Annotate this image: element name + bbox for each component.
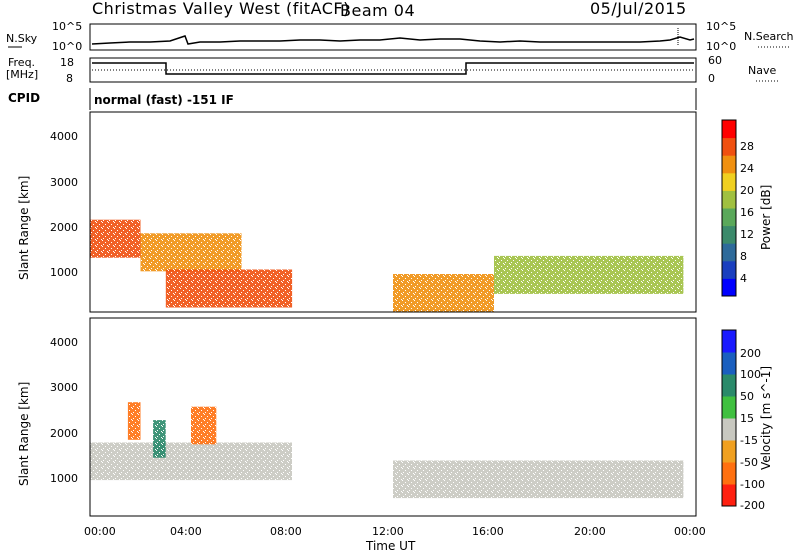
power-ylabel: Slant Range [km] (17, 176, 31, 280)
velocity-colorbar-swatch-5 (722, 374, 736, 397)
power-scale-title: Power [dB] (759, 185, 773, 250)
xtick-1600: 16:00 (472, 525, 504, 538)
velocity-colorbar-swatch-1 (722, 462, 736, 485)
velocity-tick-200: 200 (740, 347, 761, 360)
velocity-colorbar-swatch-3 (722, 418, 736, 441)
velocity-ylabel: Slant Range [km] (17, 382, 31, 486)
xtick-2400: 00:00 (674, 525, 706, 538)
nave-tick-top: 60 (708, 54, 722, 67)
velocity-y-axis: 4000 3000 2000 1000 Slant Range [km] (17, 336, 78, 486)
velocity-colorbar-swatch-2 (722, 440, 736, 463)
velocity-scale-title: Velocity [m s^-1] (759, 366, 773, 470)
power-ytick-4000: 4000 (50, 130, 78, 143)
date-label: 05/Jul/2015 (590, 0, 687, 18)
power-colorbar-swatch-4 (722, 208, 736, 227)
power-tick-12: 12 (740, 228, 754, 241)
power-panel-frame (89, 111, 697, 313)
freq-panel-frame (89, 57, 697, 83)
power-tick-24: 24 (740, 162, 754, 175)
velocity-ytick-1000: 1000 (50, 472, 78, 485)
nsearch-tick-top: 10^5 (706, 20, 736, 33)
power-ytick-3000: 3000 (50, 176, 78, 189)
freq-unit: [MHz] (6, 68, 38, 81)
power-tick-8: 8 (740, 250, 747, 263)
velocity-region-texture-2 (127, 402, 141, 440)
velocity-colorbar (722, 330, 736, 507)
power-colorbar-ticks: 28 24 20 16 12 8 4 Power [dB] (740, 140, 773, 285)
nsky-tick-bottom: 10^0 (52, 40, 82, 53)
velocity-colorbar-swatch-0 (722, 484, 736, 507)
power-region-texture-4 (494, 255, 684, 294)
power-colorbar-swatch-2 (722, 243, 736, 262)
velocity-colorbar-ticks: 200 100 50 15 -15 -50 -100 -200 Velocity… (740, 347, 773, 512)
power-colorbar-swatch-5 (722, 190, 736, 209)
freq-label: Freq. (8, 56, 35, 69)
velocity-panel-frame (89, 317, 697, 517)
velocity-tick-100: 100 (740, 368, 761, 381)
freq-tick-bottom: 8 (66, 72, 73, 85)
nsearch-label: N.Search (744, 30, 794, 43)
xtick-1200: 12:00 (372, 525, 404, 538)
x-axis: 00:00 04:00 08:00 12:00 16:00 20:00 00:0… (84, 525, 706, 553)
velocity-heatmap (90, 318, 696, 516)
power-y-axis: 4000 3000 2000 1000 Slant Range [km] (17, 130, 78, 280)
velocity-region-texture-4 (393, 460, 684, 499)
xtick-0000: 00:00 (84, 525, 116, 538)
power-colorbar-swatch-7 (722, 155, 736, 174)
velocity-ytick-4000: 4000 (50, 336, 78, 349)
power-region-texture-2 (165, 269, 293, 308)
velocity-region-texture-1 (153, 420, 166, 458)
velocity-ytick-3000: 3000 (50, 381, 78, 394)
power-colorbar (722, 120, 736, 297)
velocity-tick-m50: -50 (740, 456, 758, 469)
power-colorbar-swatch-0 (722, 278, 736, 297)
velocity-tick-m15: -15 (740, 434, 758, 447)
cpid-text: normal (fast) -151 IF (94, 93, 234, 107)
velocity-tick-m200: -200 (740, 499, 765, 512)
power-tick-28: 28 (740, 140, 754, 153)
freq-tick-top: 18 (60, 56, 74, 69)
power-heatmap (90, 112, 696, 312)
power-tick-4: 4 (740, 272, 747, 285)
power-ytick-2000: 2000 (50, 221, 78, 234)
xtick-0400: 04:00 (170, 525, 202, 538)
velocity-tick-50: 50 (740, 390, 754, 403)
cpid-label: CPID (8, 91, 40, 105)
power-colorbar-swatch-9 (722, 120, 736, 139)
nsky-tick-top: 10^5 (52, 20, 82, 33)
velocity-region-texture-3 (191, 406, 217, 445)
velocity-ytick-2000: 2000 (50, 427, 78, 440)
nave-label: Nave (748, 64, 776, 77)
power-region-texture-3 (393, 274, 494, 312)
power-colorbar-swatch-6 (722, 172, 736, 191)
nsky-trace (91, 35, 695, 45)
power-ytick-1000: 1000 (50, 266, 78, 279)
power-colorbar-swatch-8 (722, 137, 736, 156)
power-colorbar-frame (721, 119, 737, 297)
x-axis-label: Time UT (365, 539, 416, 553)
nsky-label: N.Sky (6, 32, 38, 45)
xtick-2000: 20:00 (574, 525, 606, 538)
freq-trace (92, 62, 694, 75)
nave-tick-bottom: 0 (708, 72, 715, 85)
nsearch-tick-bottom: 10^0 (706, 40, 736, 53)
velocity-colorbar-frame (721, 329, 737, 507)
velocity-tick-15: 15 (740, 412, 754, 425)
velocity-colorbar-swatch-6 (722, 352, 736, 375)
xtick-0800: 08:00 (270, 525, 302, 538)
power-tick-16: 16 (740, 206, 754, 219)
power-colorbar-swatch-3 (722, 225, 736, 244)
velocity-colorbar-swatch-7 (722, 330, 736, 353)
velocity-region-texture-0 (90, 442, 292, 481)
power-region-texture-0 (90, 219, 141, 258)
station-title: Christmas Valley West (fitACF) (92, 0, 350, 18)
velocity-tick-m100: -100 (740, 478, 765, 491)
velocity-colorbar-swatch-4 (722, 396, 736, 419)
power-region-texture-1 (140, 233, 242, 272)
beam-label: Beam 04 (340, 1, 415, 20)
power-tick-20: 20 (740, 184, 754, 197)
nsky-panel-frame (89, 23, 697, 51)
power-colorbar-swatch-1 (722, 260, 736, 279)
